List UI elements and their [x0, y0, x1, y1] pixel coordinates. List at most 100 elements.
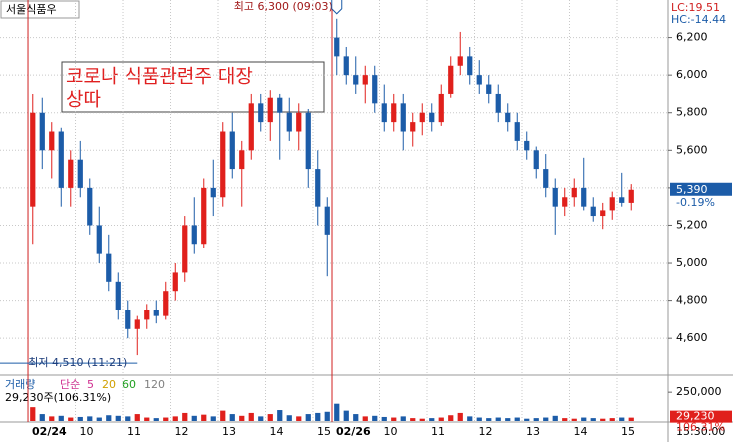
title: 서울식품우: [6, 3, 57, 16]
volume-bar: [172, 416, 178, 421]
volume-bar: [628, 417, 634, 421]
candle-body: [58, 131, 64, 188]
y-tick-label: 5,800: [676, 106, 708, 119]
volume-bar: [600, 418, 606, 421]
volume-bar: [419, 418, 425, 421]
candle-body: [286, 112, 292, 132]
volume-bar: [96, 417, 102, 421]
volume-bar: [353, 414, 359, 421]
low-label: 최저 4,510 (11:21): [28, 356, 127, 369]
candle-body: [30, 112, 36, 207]
volume-bar: [476, 417, 482, 421]
volume-bar: [39, 414, 45, 421]
volume-bar: [153, 418, 159, 421]
high-label: 최고 6,300 (09:03): [234, 0, 333, 13]
candle-body: [429, 112, 435, 123]
x-tick-label: 12: [478, 425, 492, 438]
x-tick-label: 02/24: [32, 425, 67, 438]
volume-bar: [334, 403, 340, 421]
volume-bar: [562, 418, 568, 421]
volume-bar: [457, 412, 463, 421]
annotation: 코로나 식품관련주 대장: [66, 66, 253, 88]
candle-body: [419, 112, 425, 123]
candle-body: [134, 319, 140, 329]
volume-bar: [505, 418, 511, 421]
candle-body: [400, 103, 406, 132]
volume-bar: [438, 417, 444, 421]
hc-label: HC:-14.44: [671, 13, 726, 26]
candle-body: [391, 103, 397, 123]
candle-body: [144, 310, 150, 320]
volume-last-box: [670, 410, 732, 423]
volume-bar: [239, 415, 245, 421]
candle-body: [96, 225, 102, 254]
volume-bar: [324, 411, 330, 421]
end-time: 15:30:00: [676, 425, 725, 438]
volume-bar: [391, 417, 397, 421]
candle-body: [106, 253, 112, 282]
volume-bar: [495, 417, 501, 421]
volume-legend: 거래량: [5, 378, 35, 391]
x-tick-label: 14: [573, 425, 587, 438]
y-tick-label: 5,200: [676, 218, 708, 231]
volume-bar: [381, 416, 387, 421]
y-tick-label: 4,600: [676, 331, 708, 344]
candle-body: [68, 159, 74, 188]
volume-bar: [125, 416, 131, 421]
volume-bar: [134, 414, 140, 421]
volume-bar: [543, 417, 549, 421]
volume-legend: 120: [144, 378, 165, 391]
volume-bar: [343, 410, 349, 421]
volume-bar: [106, 415, 112, 421]
candle-body: [343, 56, 349, 76]
x-tick-label: 12: [175, 425, 189, 438]
x-tick-label: 13: [222, 425, 236, 438]
volume-last: 29,230: [676, 410, 715, 423]
high-marker: [331, 0, 343, 15]
candle-body: [609, 197, 615, 211]
volume-bar: [115, 415, 121, 421]
candle-body: [115, 281, 121, 310]
x-tick-label: 10: [384, 425, 398, 438]
last-change: -0.19%: [676, 196, 715, 209]
candle-body: [125, 310, 131, 329]
candle-body: [229, 131, 235, 170]
candle-body: [533, 150, 539, 170]
candle-body: [619, 197, 625, 203]
x-tick-label: 10: [80, 425, 94, 438]
candle-body: [372, 75, 378, 104]
y2-tick-label: 250,000: [676, 385, 722, 398]
volume-bar: [305, 414, 311, 421]
candle-body: [448, 65, 454, 94]
annotation: 상따: [66, 89, 101, 111]
candle-body: [267, 97, 273, 123]
candle-body: [239, 150, 245, 170]
candle-body: [571, 187, 577, 198]
x-tick-label: 11: [431, 425, 445, 438]
volume-bar: [144, 417, 150, 421]
candle-body: [153, 310, 159, 316]
volume-bar: [296, 416, 302, 421]
candle-body: [49, 131, 55, 151]
volume-bar: [210, 416, 216, 421]
candle-body: [324, 206, 330, 235]
y-tick-label: 4,800: [676, 294, 708, 307]
volume-bar: [609, 418, 615, 421]
x-tick-label: 15: [317, 425, 331, 438]
volume-bar: [49, 416, 55, 421]
volume-bar: [514, 417, 520, 421]
volume-bar: [581, 417, 587, 421]
candle-body: [305, 112, 311, 170]
candle-body: [362, 75, 368, 85]
candle-body: [334, 37, 340, 57]
candle-body: [457, 56, 463, 66]
volume-bar: [410, 418, 416, 421]
x-tick-label: 02/26: [336, 425, 371, 438]
candle-body: [438, 93, 444, 123]
volume-bar: [372, 415, 378, 421]
volume-bar: [248, 412, 254, 421]
volume-bar: [552, 415, 558, 421]
volume-legend: 5: [87, 378, 94, 391]
candle-body: [495, 93, 501, 113]
candle-body: [562, 197, 568, 207]
